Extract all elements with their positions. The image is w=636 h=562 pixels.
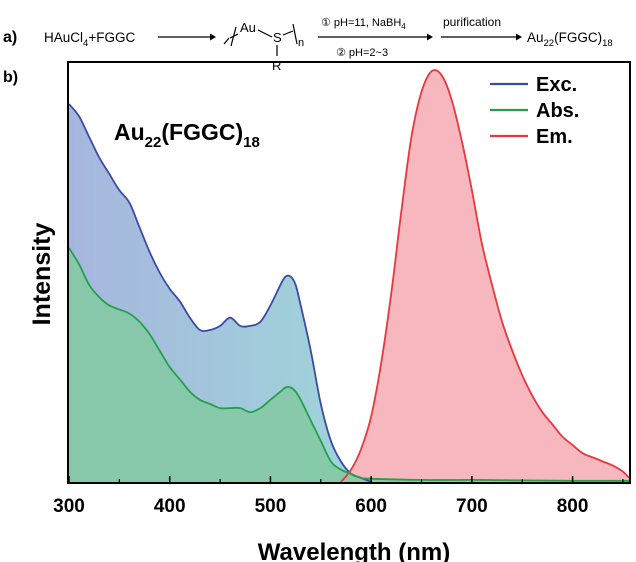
exc-series-line <box>68 103 372 483</box>
panel-b-label: b) <box>3 69 18 86</box>
x-tick-label: 500 <box>255 496 287 517</box>
legend-abs-label: Abs. <box>536 100 579 122</box>
legend: Exc. Abs. Em. <box>490 74 579 148</box>
polymer-au: Au <box>240 20 256 35</box>
step-1-label: ① pH=11, NaBH4 <box>321 17 406 31</box>
reaction-scheme: a) HAuCl4+FGGC Au S n R ① pH=11, N <box>3 15 613 73</box>
step-3-label: purification <box>443 15 501 29</box>
polymer-r: R <box>272 58 281 73</box>
x-axis: 300 400 500 600 700 800 <box>53 476 624 517</box>
abs-series-line <box>68 247 629 482</box>
arrow-3 <box>441 33 522 41</box>
compound-annotation: Au22(FGGC)18 <box>114 119 260 151</box>
abs-series-area <box>69 247 629 482</box>
arrow-1 <box>158 33 216 41</box>
em-series-area <box>340 69 629 482</box>
legend-exc-label: Exc. <box>536 74 577 96</box>
x-tick-label: 300 <box>53 496 85 517</box>
step-2-label: ② pH=2~3 <box>336 47 388 59</box>
product-label: Au22(FGGC)18 <box>527 30 613 49</box>
series-lines <box>68 69 630 483</box>
x-tick-label: 800 <box>557 496 589 517</box>
polymer-structure: Au S n R <box>223 20 304 73</box>
x-tick-label: 600 <box>355 496 387 517</box>
x-axis-label: Wavelength (nm) <box>258 539 450 562</box>
legend-em-label: Em. <box>536 126 573 148</box>
polymer-s: S <box>273 30 282 45</box>
polymer-n: n <box>298 37 304 49</box>
x-tick-label: 400 <box>154 496 186 517</box>
panel-a-label: a) <box>3 29 17 46</box>
reactant-label: HAuCl4+FGGC <box>44 30 135 49</box>
arrow-2 <box>318 33 433 41</box>
y-axis-label: Intensity <box>28 223 56 326</box>
series-fills <box>69 69 629 482</box>
plot-frame <box>67 61 631 484</box>
x-tick-label: 700 <box>456 496 488 517</box>
em-series-line <box>340 69 630 483</box>
